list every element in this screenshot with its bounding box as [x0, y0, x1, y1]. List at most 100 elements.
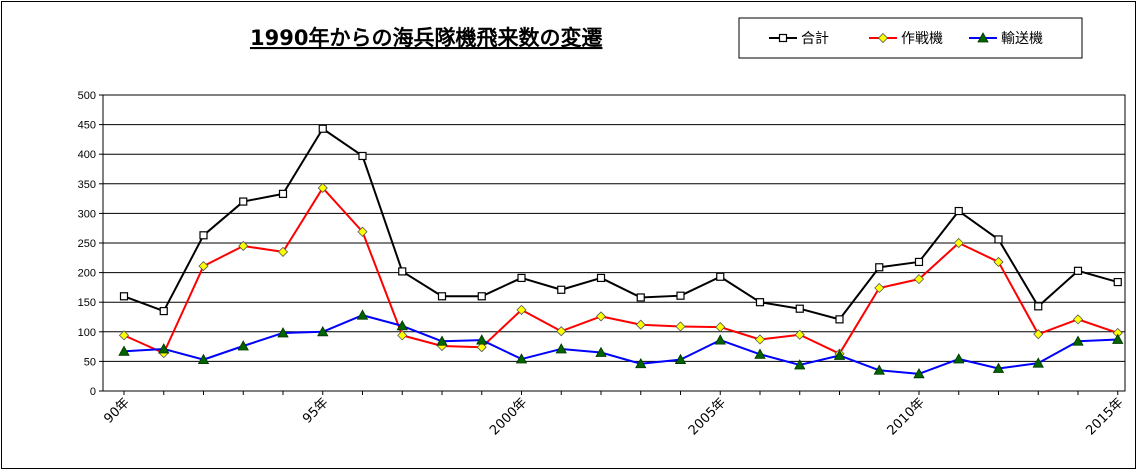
data-point	[635, 357, 647, 369]
data-point	[715, 321, 726, 333]
data-point	[994, 235, 1003, 244]
data-point	[1072, 335, 1084, 346]
y-tick-label: 400	[78, 149, 96, 161]
data-point	[755, 298, 765, 307]
legend-marker	[977, 32, 989, 43]
data-point	[674, 353, 687, 365]
data-point	[277, 246, 289, 257]
x-tick-label: 2005年	[686, 395, 729, 438]
data-point	[794, 359, 806, 370]
data-point	[754, 334, 766, 345]
data-point	[1033, 329, 1044, 340]
x-tick-label: 90年	[101, 395, 132, 426]
y-tick-label: 150	[78, 297, 96, 309]
y-tick-label: 450	[78, 120, 96, 132]
data-point	[436, 335, 448, 346]
data-point	[317, 182, 328, 194]
y-tick-label: 350	[78, 179, 96, 191]
data-point	[676, 291, 685, 300]
data-point	[277, 327, 289, 338]
data-point	[199, 231, 208, 240]
data-point	[1034, 302, 1043, 311]
data-point	[118, 345, 130, 356]
data-point	[835, 315, 844, 324]
data-point	[198, 261, 209, 272]
data-point	[953, 353, 965, 364]
y-tick-label: 200	[78, 268, 96, 280]
legend-label: 合計	[801, 31, 829, 47]
data-point	[397, 330, 408, 341]
legend-label: 作戦機	[901, 31, 943, 47]
data-point	[675, 321, 686, 332]
data-point	[356, 309, 369, 320]
data-point	[477, 292, 486, 301]
data-point	[517, 273, 526, 283]
y-tick-label: 50	[84, 356, 96, 368]
data-point	[357, 226, 368, 237]
data-point	[118, 330, 130, 341]
y-axis: 0 50 100 150 200 250 300 350 400 450 500	[78, 90, 103, 398]
chart-title: 1990年からの海兵隊機飛来数の変遷	[250, 26, 602, 50]
data-point	[716, 272, 725, 281]
data-point	[635, 319, 646, 330]
series-1	[119, 124, 1122, 324]
data-point	[914, 257, 924, 267]
legend-item: 輸送機	[969, 31, 1043, 47]
data-point	[1032, 357, 1044, 368]
data-point	[1073, 266, 1083, 275]
data-point	[476, 334, 488, 345]
data-point	[636, 293, 645, 302]
y-tick-label: 0	[90, 386, 96, 398]
data-point	[992, 362, 1005, 373]
legend-label: 輸送機	[1001, 31, 1043, 47]
x-tick-label: 95年	[300, 395, 331, 426]
data-point	[595, 346, 607, 357]
data-point	[794, 329, 805, 340]
data-point	[873, 364, 885, 375]
data-point	[1072, 314, 1084, 325]
y-tick-label: 100	[78, 327, 96, 339]
y-tick-label: 500	[78, 90, 96, 102]
data-point	[476, 342, 487, 353]
data-point	[595, 311, 607, 322]
data-point	[516, 304, 527, 315]
data-point	[556, 326, 567, 337]
data-point	[515, 353, 528, 364]
data-point	[953, 237, 964, 249]
legend: 合計 作戦機 輸送機	[738, 17, 1083, 59]
data-point	[358, 151, 367, 161]
series-layer	[118, 124, 1124, 379]
x-tick-label: 2010年	[885, 395, 928, 438]
series-line	[123, 127, 1119, 321]
data-point	[119, 292, 129, 301]
data-point	[317, 325, 329, 337]
data-point	[437, 292, 447, 301]
data-point	[398, 267, 407, 276]
series-line	[123, 314, 1118, 375]
data-point	[913, 274, 925, 285]
series-line	[123, 186, 1119, 355]
data-point	[158, 343, 170, 354]
data-point	[913, 368, 925, 379]
data-point	[197, 353, 210, 365]
legend-marker	[877, 32, 889, 44]
data-point	[954, 206, 963, 216]
data-point	[278, 189, 288, 198]
data-point	[396, 320, 408, 331]
legend-item: 作戦機	[869, 31, 943, 47]
data-point	[833, 349, 846, 360]
data-point	[237, 340, 249, 351]
series-2	[118, 182, 1123, 359]
data-point	[714, 334, 726, 345]
data-point	[557, 285, 566, 294]
y-tick-label: 250	[78, 238, 96, 250]
data-point	[159, 306, 168, 316]
x-tick-label: 2015年	[1083, 395, 1126, 438]
data-point	[993, 256, 1004, 268]
data-point	[795, 304, 804, 313]
data-point	[596, 273, 606, 283]
x-axis: 90年 95年 2000年 2005年 2010年 2015年	[101, 391, 1127, 438]
data-point	[555, 343, 567, 354]
